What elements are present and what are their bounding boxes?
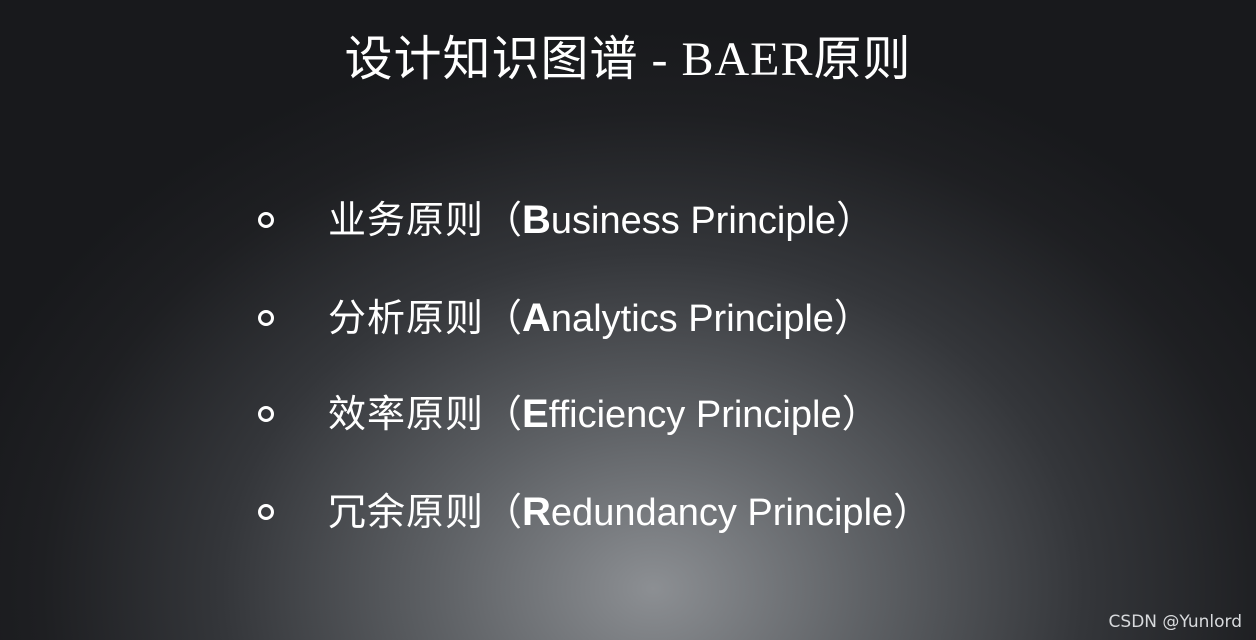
principle-initial: A [522,295,551,340]
principle-close-paren: ） [893,491,932,534]
list-item: 冗余原则（Redundancy Principle） [258,482,931,542]
principle-en-label: usiness Principle [550,199,837,242]
principle-open-paren: （ [484,393,523,436]
principle-cn-label: 效率原则 [328,393,485,436]
principle-initial: R [522,489,551,534]
principle-cn-label: 业务原则 [328,199,485,242]
principle-en-label: fficiency Principle [548,393,842,436]
principle-en-label: edundancy Principle [550,491,894,534]
principle-initial: E [522,391,549,436]
principle-text: 业务原则（Business Principle） [328,190,874,251]
hollow-circle-bullet-icon [258,310,274,326]
principle-cn-label: 冗余原则 [328,491,485,534]
principle-close-paren: ） [836,199,875,242]
principle-close-paren: ） [841,393,880,436]
principle-text: 效率原则（Efficiency Principle） [328,384,880,445]
list-item: 分析原则（Analytics Principle） [258,288,872,348]
hollow-circle-bullet-icon [258,212,274,228]
hollow-circle-bullet-icon [258,406,274,422]
hollow-circle-bullet-icon [258,504,274,520]
principle-cn-label: 分析原则 [328,297,485,340]
principle-initial: B [522,197,551,242]
slide-title: 设计知识图谱 - BAER原则 [344,33,912,86]
watermark: CSDN @Yunlord [1108,612,1242,632]
principle-text: 分析原则（Analytics Principle） [328,288,872,349]
principle-open-paren: （ [484,297,523,340]
principle-open-paren: （ [484,199,523,242]
principle-open-paren: （ [484,491,523,534]
principle-close-paren: ） [833,297,872,340]
list-item: 业务原则（Business Principle） [258,190,874,250]
principle-text: 冗余原则（Redundancy Principle） [328,482,931,543]
principle-en-label: nalytics Principle [550,297,834,340]
list-item: 效率原则（Efficiency Principle） [258,384,880,444]
